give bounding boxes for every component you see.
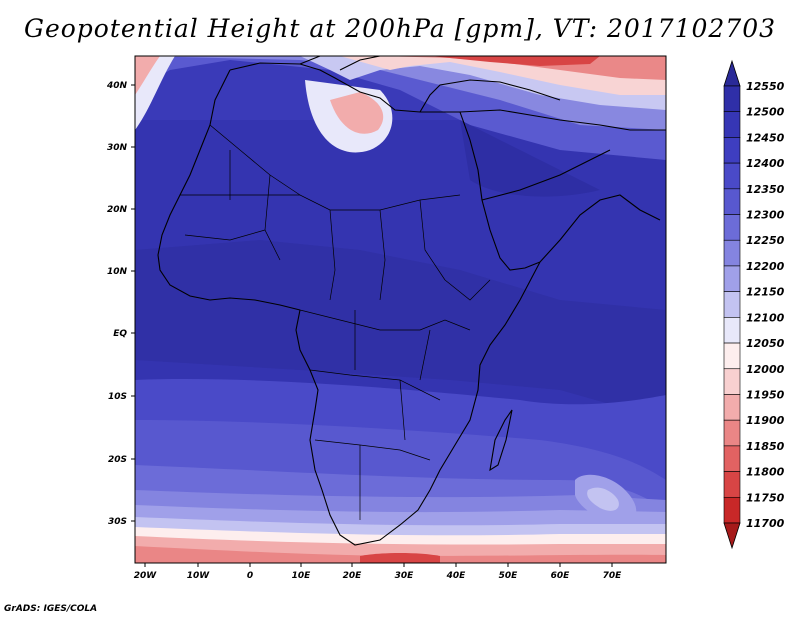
colorbar-label: 12250 — [746, 234, 785, 247]
map-frame — [134, 55, 667, 564]
lat-tick-label: 30S — [108, 517, 127, 527]
longitude-axis: 20W 10W 0 10E 20E 30E 40E 50E 60E 70E — [134, 563, 622, 581]
country-borders — [180, 124, 491, 520]
colorbar-segment — [723, 471, 741, 498]
colorbar-segment — [723, 239, 741, 267]
lon-tick-label: 40E — [446, 571, 467, 581]
grads-credit: GrADS: IGES/COLA — [4, 604, 98, 614]
colorbar-label: 12500 — [746, 106, 785, 119]
colorbar-bottom-arrow — [723, 522, 741, 550]
lon-tick-label: 20W — [134, 571, 158, 581]
colorbar-segment — [723, 188, 741, 215]
colorbar-label: 12200 — [746, 260, 785, 273]
colorbar-label: 12350 — [746, 183, 785, 196]
lon-tick-label: 20E — [343, 571, 363, 581]
colorbar-label: 12300 — [746, 209, 785, 222]
lat-tick-label: 30N — [107, 143, 128, 153]
colorbar-label: 11750 — [746, 491, 785, 504]
lon-tick-label: 50E — [499, 571, 519, 581]
lon-tick-label: 0 — [247, 571, 253, 581]
lat-tick-label: 40N — [106, 81, 128, 91]
colorbar-label: 11900 — [746, 414, 785, 427]
colorbar-label: 12100 — [746, 311, 785, 324]
lat-tick-label: 20S — [108, 455, 127, 465]
colorbar-label: 11700 — [746, 517, 785, 530]
colorbar-segment — [723, 85, 741, 113]
colorbar-segment — [723, 445, 741, 472]
lon-tick-label: 60E — [551, 571, 571, 581]
lat-tick-label: 20N — [107, 205, 128, 215]
colorbar-segment — [723, 368, 741, 395]
colorbar-segment — [723, 496, 741, 524]
colorbar-label: 11950 — [746, 388, 785, 401]
colorbar-segment — [723, 317, 741, 344]
colorbar-label: 12550 — [746, 80, 785, 93]
colorbar-segment — [723, 162, 741, 190]
latitude-axis: 40N 30N 20N 10N EQ 10S 20S 30S — [106, 81, 135, 527]
lon-tick-label: 70E — [603, 571, 623, 581]
lat-tick-label: 10N — [107, 267, 128, 277]
coastlines — [157, 56, 666, 546]
lat-tick-label: 10S — [108, 392, 127, 402]
colorbar-top-arrow — [723, 59, 741, 87]
map-title: Geopotential Height at 200hPa [gpm], VT:… — [23, 14, 777, 43]
colorbar-segment — [723, 265, 741, 292]
colorbar-label: 12150 — [746, 286, 785, 299]
lon-tick-label: 10E — [292, 571, 312, 581]
lat-tick-label: EQ — [113, 329, 127, 339]
colorbar-segment — [723, 342, 741, 370]
colorbar-segment — [723, 291, 741, 318]
colorbar-label: 12400 — [746, 157, 785, 170]
height-field — [135, 56, 666, 563]
colorbar-label: 12050 — [746, 337, 785, 350]
colorbar-segment — [723, 111, 741, 138]
colorbar: 12550 12500 12450 12400 12350 12300 12250 12200… — [723, 59, 785, 550]
colorbar-label: 11850 — [746, 440, 785, 453]
colorbar-label: 12450 — [746, 131, 785, 144]
colorbar-segment — [723, 214, 741, 241]
lon-tick-label: 30E — [395, 571, 415, 581]
colorbar-segment — [723, 419, 741, 447]
lon-tick-label: 10W — [187, 571, 211, 581]
colorbar-segment — [723, 394, 741, 421]
colorbar-label: 12000 — [746, 363, 785, 376]
colorbar-label: 11800 — [746, 466, 785, 479]
colorbar-segment — [723, 137, 741, 164]
